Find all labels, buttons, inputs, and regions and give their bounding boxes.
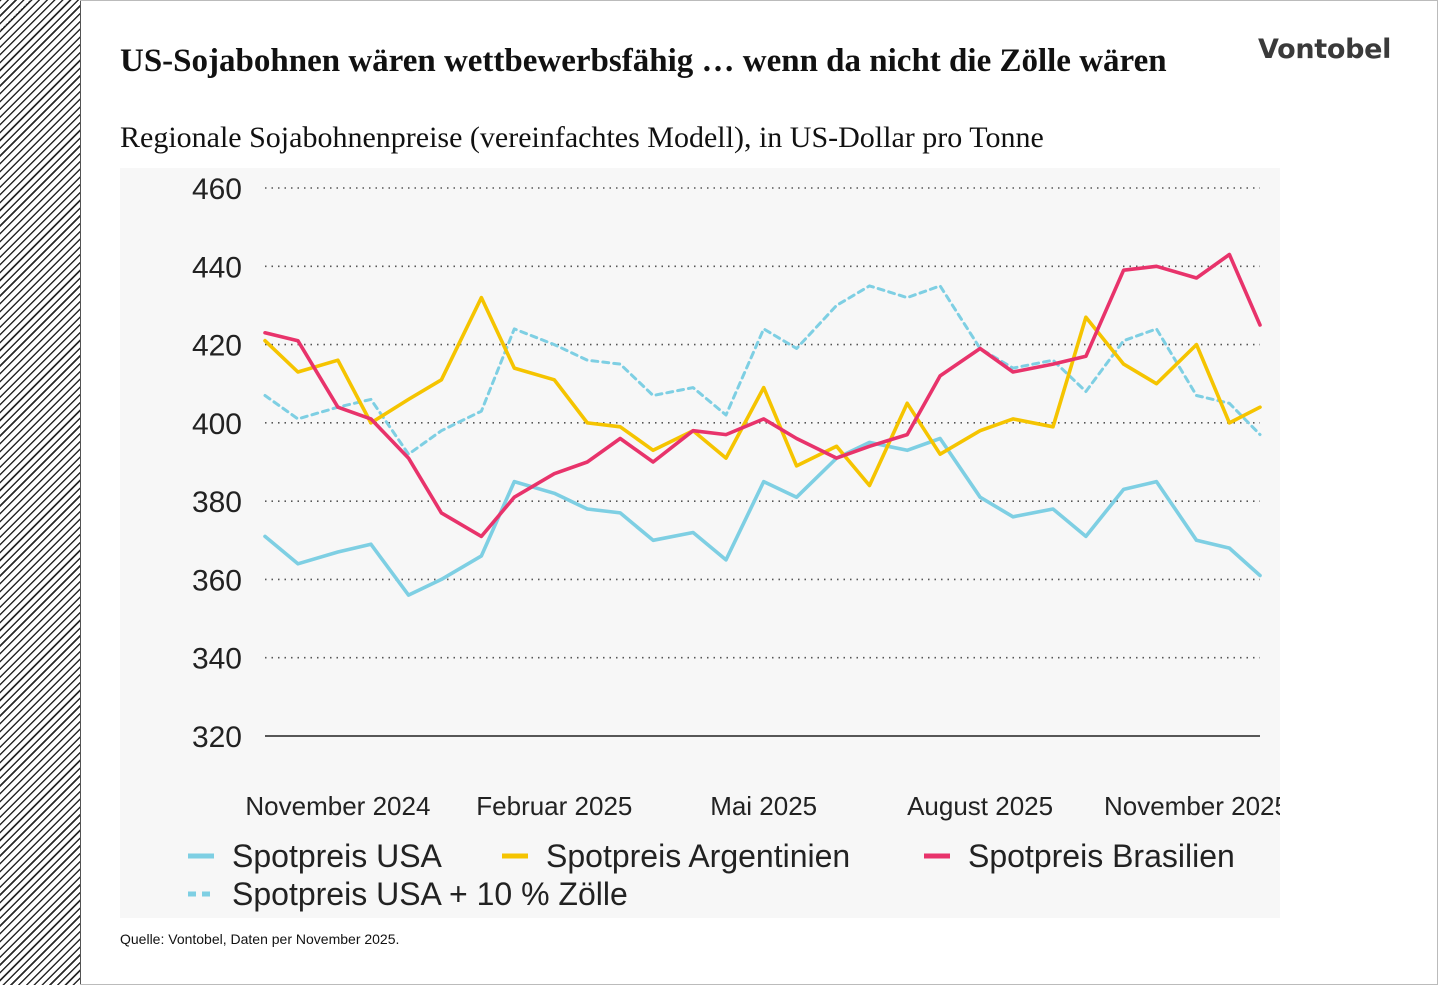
gridlines xyxy=(265,187,1260,737)
legend-label: Spotpreis Argentinien xyxy=(546,838,850,874)
legend-label: Spotpreis USA xyxy=(232,838,443,874)
vontobel-logo: Vontobel xyxy=(1258,34,1392,65)
x-tick-label: August 2025 xyxy=(907,791,1053,821)
y-tick-label: 380 xyxy=(192,486,242,519)
y-axis-ticks: 320 340 360 380 400 420 440 460 xyxy=(192,173,242,754)
hatched-margin xyxy=(0,0,81,985)
series-line-2 xyxy=(263,252,1262,539)
chart-title: US-Sojabohnen wären wettbewerbsfähig … w… xyxy=(120,43,1167,79)
x-tick-label: November 2025 xyxy=(1104,791,1280,821)
chart-background xyxy=(120,168,1280,918)
y-tick-label: 360 xyxy=(192,564,242,597)
y-tick-label: 420 xyxy=(192,330,242,363)
y-tick-label: 340 xyxy=(192,643,242,676)
y-tick-label: 440 xyxy=(192,251,242,284)
series-line-1 xyxy=(263,295,1262,488)
series-lines xyxy=(263,252,1262,597)
x-tick-label: Februar 2025 xyxy=(476,791,632,821)
y-tick-label: 320 xyxy=(192,721,242,754)
series-line-3 xyxy=(263,284,1262,456)
y-tick-label: 400 xyxy=(192,408,242,441)
x-tick-label: Mai 2025 xyxy=(710,791,817,821)
chart-subtitle: Regionale Sojabohnenpreise (vereinfachte… xyxy=(120,121,1044,154)
source-note: Quelle: Vontobel, Daten per November 202… xyxy=(120,931,400,947)
y-tick-label: 460 xyxy=(192,173,242,206)
legend-label: Spotpreis Brasilien xyxy=(968,838,1235,874)
x-tick-label: November 2024 xyxy=(245,791,430,821)
legend: Spotpreis USA Spotpreis Argentinien Spotpr… xyxy=(188,838,1235,912)
x-axis-ticks: November 2024 Februar 2025 Mai 2025 August … xyxy=(245,791,1280,821)
soybean-price-chart: 320 340 360 380 400 420 440 460 November 2024 Fe… xyxy=(120,168,1280,918)
series-line-0 xyxy=(263,436,1262,597)
legend-label: Spotpreis USA + 10 % Zölle xyxy=(232,876,628,912)
